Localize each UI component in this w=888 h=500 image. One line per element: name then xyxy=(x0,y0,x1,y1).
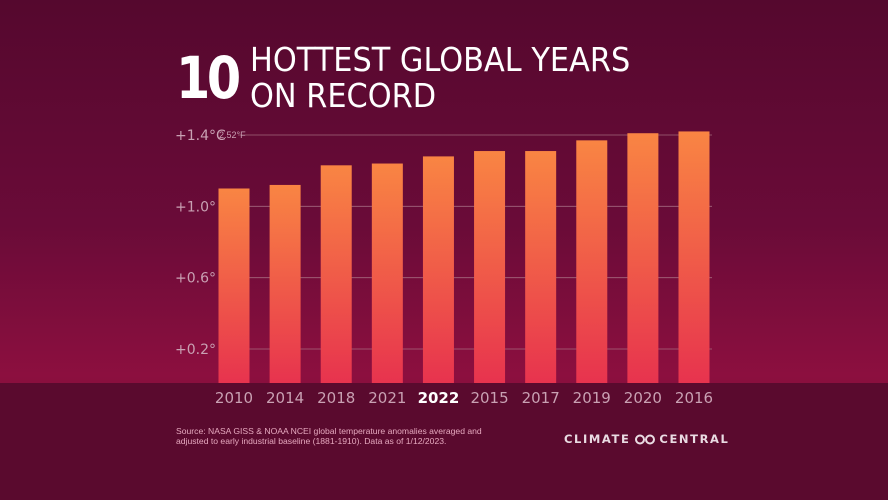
bar xyxy=(678,131,710,383)
x-tick-label: 2016 xyxy=(675,389,713,407)
x-tick-label: 2019 xyxy=(573,389,611,407)
bar xyxy=(371,163,403,383)
axis-band xyxy=(0,383,888,500)
infinity-icon xyxy=(634,434,656,445)
logo-text-left: CLIMATE xyxy=(564,432,631,446)
bar xyxy=(269,184,301,383)
bar xyxy=(218,188,250,383)
bar xyxy=(422,156,454,383)
bar xyxy=(474,151,506,383)
title-line-1: HOTTEST GLOBAL YEARS xyxy=(250,40,631,79)
title-line-2: ON RECORD xyxy=(250,76,437,115)
bar xyxy=(576,140,608,383)
y-tick-label: +0.2° xyxy=(175,342,216,358)
x-tick-label: 2014 xyxy=(266,389,304,407)
source-note: Source: NASA GISS & NOAA NCEI global tem… xyxy=(176,426,482,446)
y-tick-label: +1.0° xyxy=(175,199,216,215)
x-tick-label: 2010 xyxy=(215,389,253,407)
x-tick-label: 2022 xyxy=(418,389,460,407)
climate-central-logo: CLIMATE CENTRAL xyxy=(564,432,729,446)
bar xyxy=(627,133,659,383)
y-tick-label: +0.6° xyxy=(175,271,216,287)
x-tick-label: 2017 xyxy=(522,389,560,407)
x-tick-label: 2018 xyxy=(317,389,355,407)
x-tick-label: 2020 xyxy=(624,389,662,407)
y-tick-sublabel: 2.52°F xyxy=(219,130,246,140)
bar xyxy=(525,151,557,383)
title-number: 10 xyxy=(176,44,241,112)
x-tick-label: 2015 xyxy=(470,389,508,407)
logo-text-right: CENTRAL xyxy=(659,432,730,446)
y-tick-label: +1.4°C xyxy=(175,128,226,144)
bar xyxy=(320,165,352,383)
x-tick-label: 2021 xyxy=(368,389,406,407)
